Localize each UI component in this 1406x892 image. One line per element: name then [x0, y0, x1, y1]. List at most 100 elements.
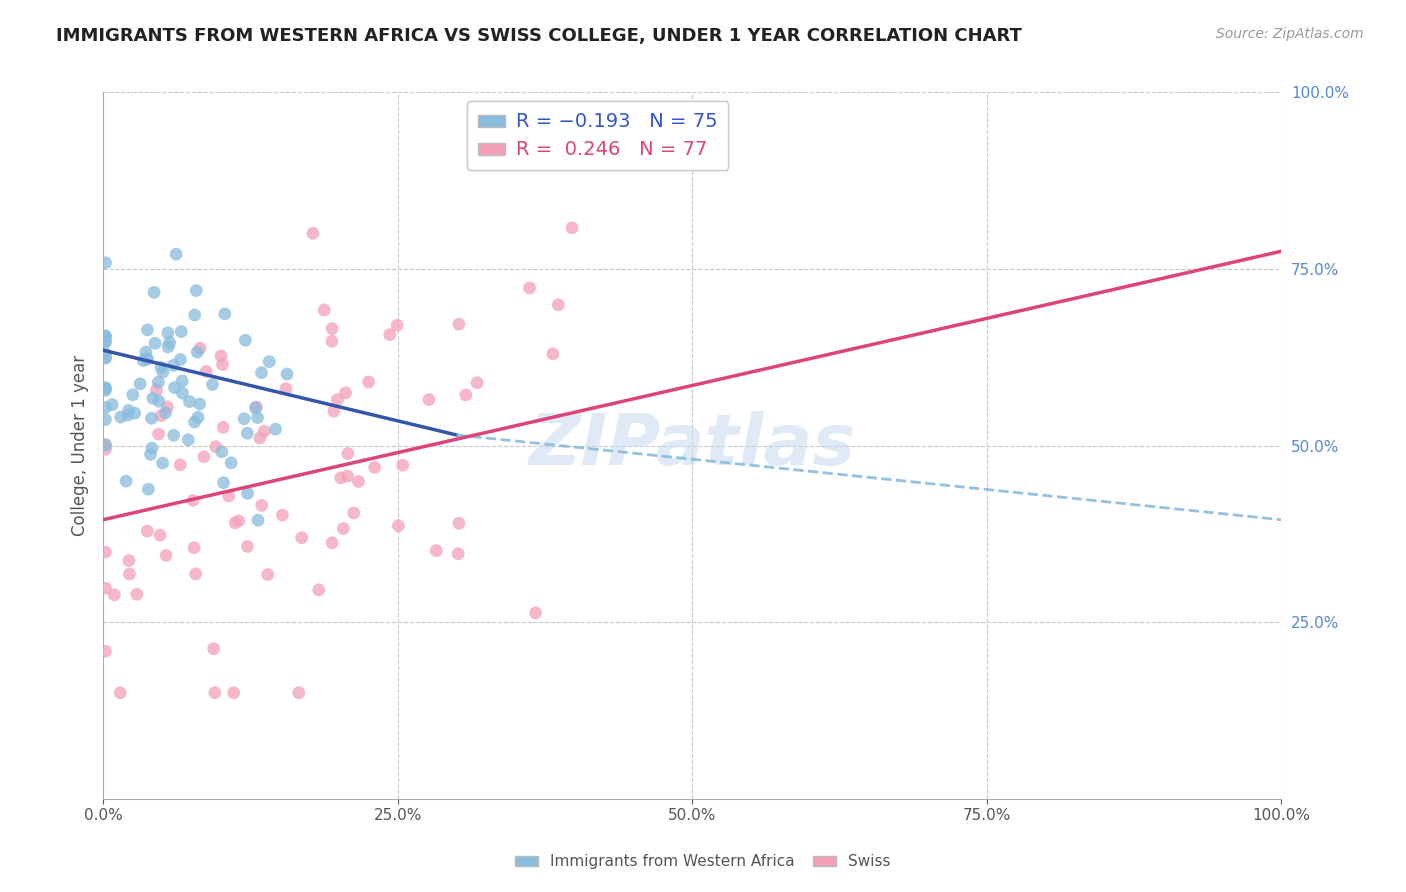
Point — [94, 329, 117, 343]
Point — [561, 220, 583, 235]
Point — [94, 437, 117, 451]
Point — [141, 441, 163, 455]
Text: IMMIGRANTS FROM WESTERN AFRICA VS SWISS COLLEGE, UNDER 1 YEAR CORRELATION CHART: IMMIGRANTS FROM WESTERN AFRICA VS SWISS … — [56, 27, 1022, 45]
Point — [170, 325, 193, 339]
Point — [335, 385, 357, 400]
Point — [211, 358, 233, 372]
Point — [211, 444, 233, 458]
Point — [378, 327, 401, 342]
Point — [94, 644, 117, 658]
Point — [145, 383, 167, 397]
Point — [149, 360, 172, 375]
Point — [179, 394, 201, 409]
Legend: R = −0.193   N = 75, R =  0.246   N = 77: R = −0.193 N = 75, R = 0.246 N = 77 — [467, 102, 728, 170]
Point — [519, 281, 541, 295]
Point — [201, 377, 224, 392]
Point — [132, 353, 155, 368]
Point — [94, 334, 117, 348]
Point — [245, 401, 267, 415]
Point — [250, 366, 273, 380]
Point — [447, 516, 470, 531]
Point — [224, 516, 246, 530]
Point — [193, 450, 215, 464]
Point — [387, 318, 409, 333]
Text: Source: ZipAtlas.com: Source: ZipAtlas.com — [1216, 27, 1364, 41]
Point — [245, 400, 267, 414]
Point — [183, 308, 205, 322]
Point — [186, 345, 208, 359]
Point — [149, 409, 172, 423]
Point — [143, 336, 166, 351]
Point — [94, 383, 117, 397]
Point — [169, 458, 191, 472]
Point — [177, 433, 200, 447]
Point — [94, 545, 117, 559]
Point — [136, 323, 159, 337]
Point — [94, 381, 117, 395]
Point — [172, 386, 194, 401]
Point — [94, 401, 117, 415]
Point — [209, 349, 232, 363]
Point — [291, 531, 314, 545]
Point — [418, 392, 440, 407]
Legend: Immigrants from Western Africa, Swiss: Immigrants from Western Africa, Swiss — [509, 848, 897, 875]
Point — [256, 567, 278, 582]
Point — [276, 367, 298, 381]
Point — [336, 447, 359, 461]
Point — [157, 340, 180, 354]
Point — [94, 442, 117, 457]
Point — [148, 375, 170, 389]
Point — [149, 528, 172, 542]
Point — [94, 412, 117, 426]
Point — [94, 438, 117, 452]
Point — [94, 335, 117, 350]
Point — [94, 347, 117, 361]
Point — [447, 317, 470, 331]
Point — [195, 364, 218, 378]
Point — [118, 567, 141, 582]
Point — [541, 347, 564, 361]
Point — [247, 513, 270, 527]
Point — [233, 411, 256, 425]
Point — [124, 406, 146, 420]
Point — [357, 375, 380, 389]
Point — [115, 474, 138, 488]
Point — [288, 686, 311, 700]
Point — [94, 329, 117, 343]
Point — [274, 382, 297, 396]
Point — [117, 403, 139, 417]
Point — [148, 394, 170, 409]
Point — [94, 350, 117, 364]
Point — [236, 486, 259, 500]
Point — [332, 522, 354, 536]
Point — [121, 388, 143, 402]
Point — [321, 321, 343, 335]
Point — [94, 351, 117, 366]
Point — [454, 388, 477, 402]
Point — [314, 302, 336, 317]
Point — [321, 536, 343, 550]
Point — [264, 422, 287, 436]
Point — [236, 540, 259, 554]
Point — [188, 341, 211, 355]
Point — [204, 440, 226, 454]
Point — [156, 400, 179, 414]
Point — [181, 493, 204, 508]
Point — [117, 408, 139, 422]
Point — [308, 582, 330, 597]
Point — [524, 606, 547, 620]
Point — [172, 374, 194, 388]
Point — [162, 359, 184, 373]
Point — [155, 406, 177, 420]
Text: ZIPatlas: ZIPatlas — [529, 411, 856, 480]
Point — [547, 298, 569, 312]
Point — [447, 547, 470, 561]
Point — [186, 284, 208, 298]
Point — [148, 427, 170, 442]
Point — [322, 404, 344, 418]
Point — [204, 686, 226, 700]
Point — [425, 543, 447, 558]
Point — [219, 456, 242, 470]
Point — [136, 524, 159, 538]
Point — [129, 376, 152, 391]
